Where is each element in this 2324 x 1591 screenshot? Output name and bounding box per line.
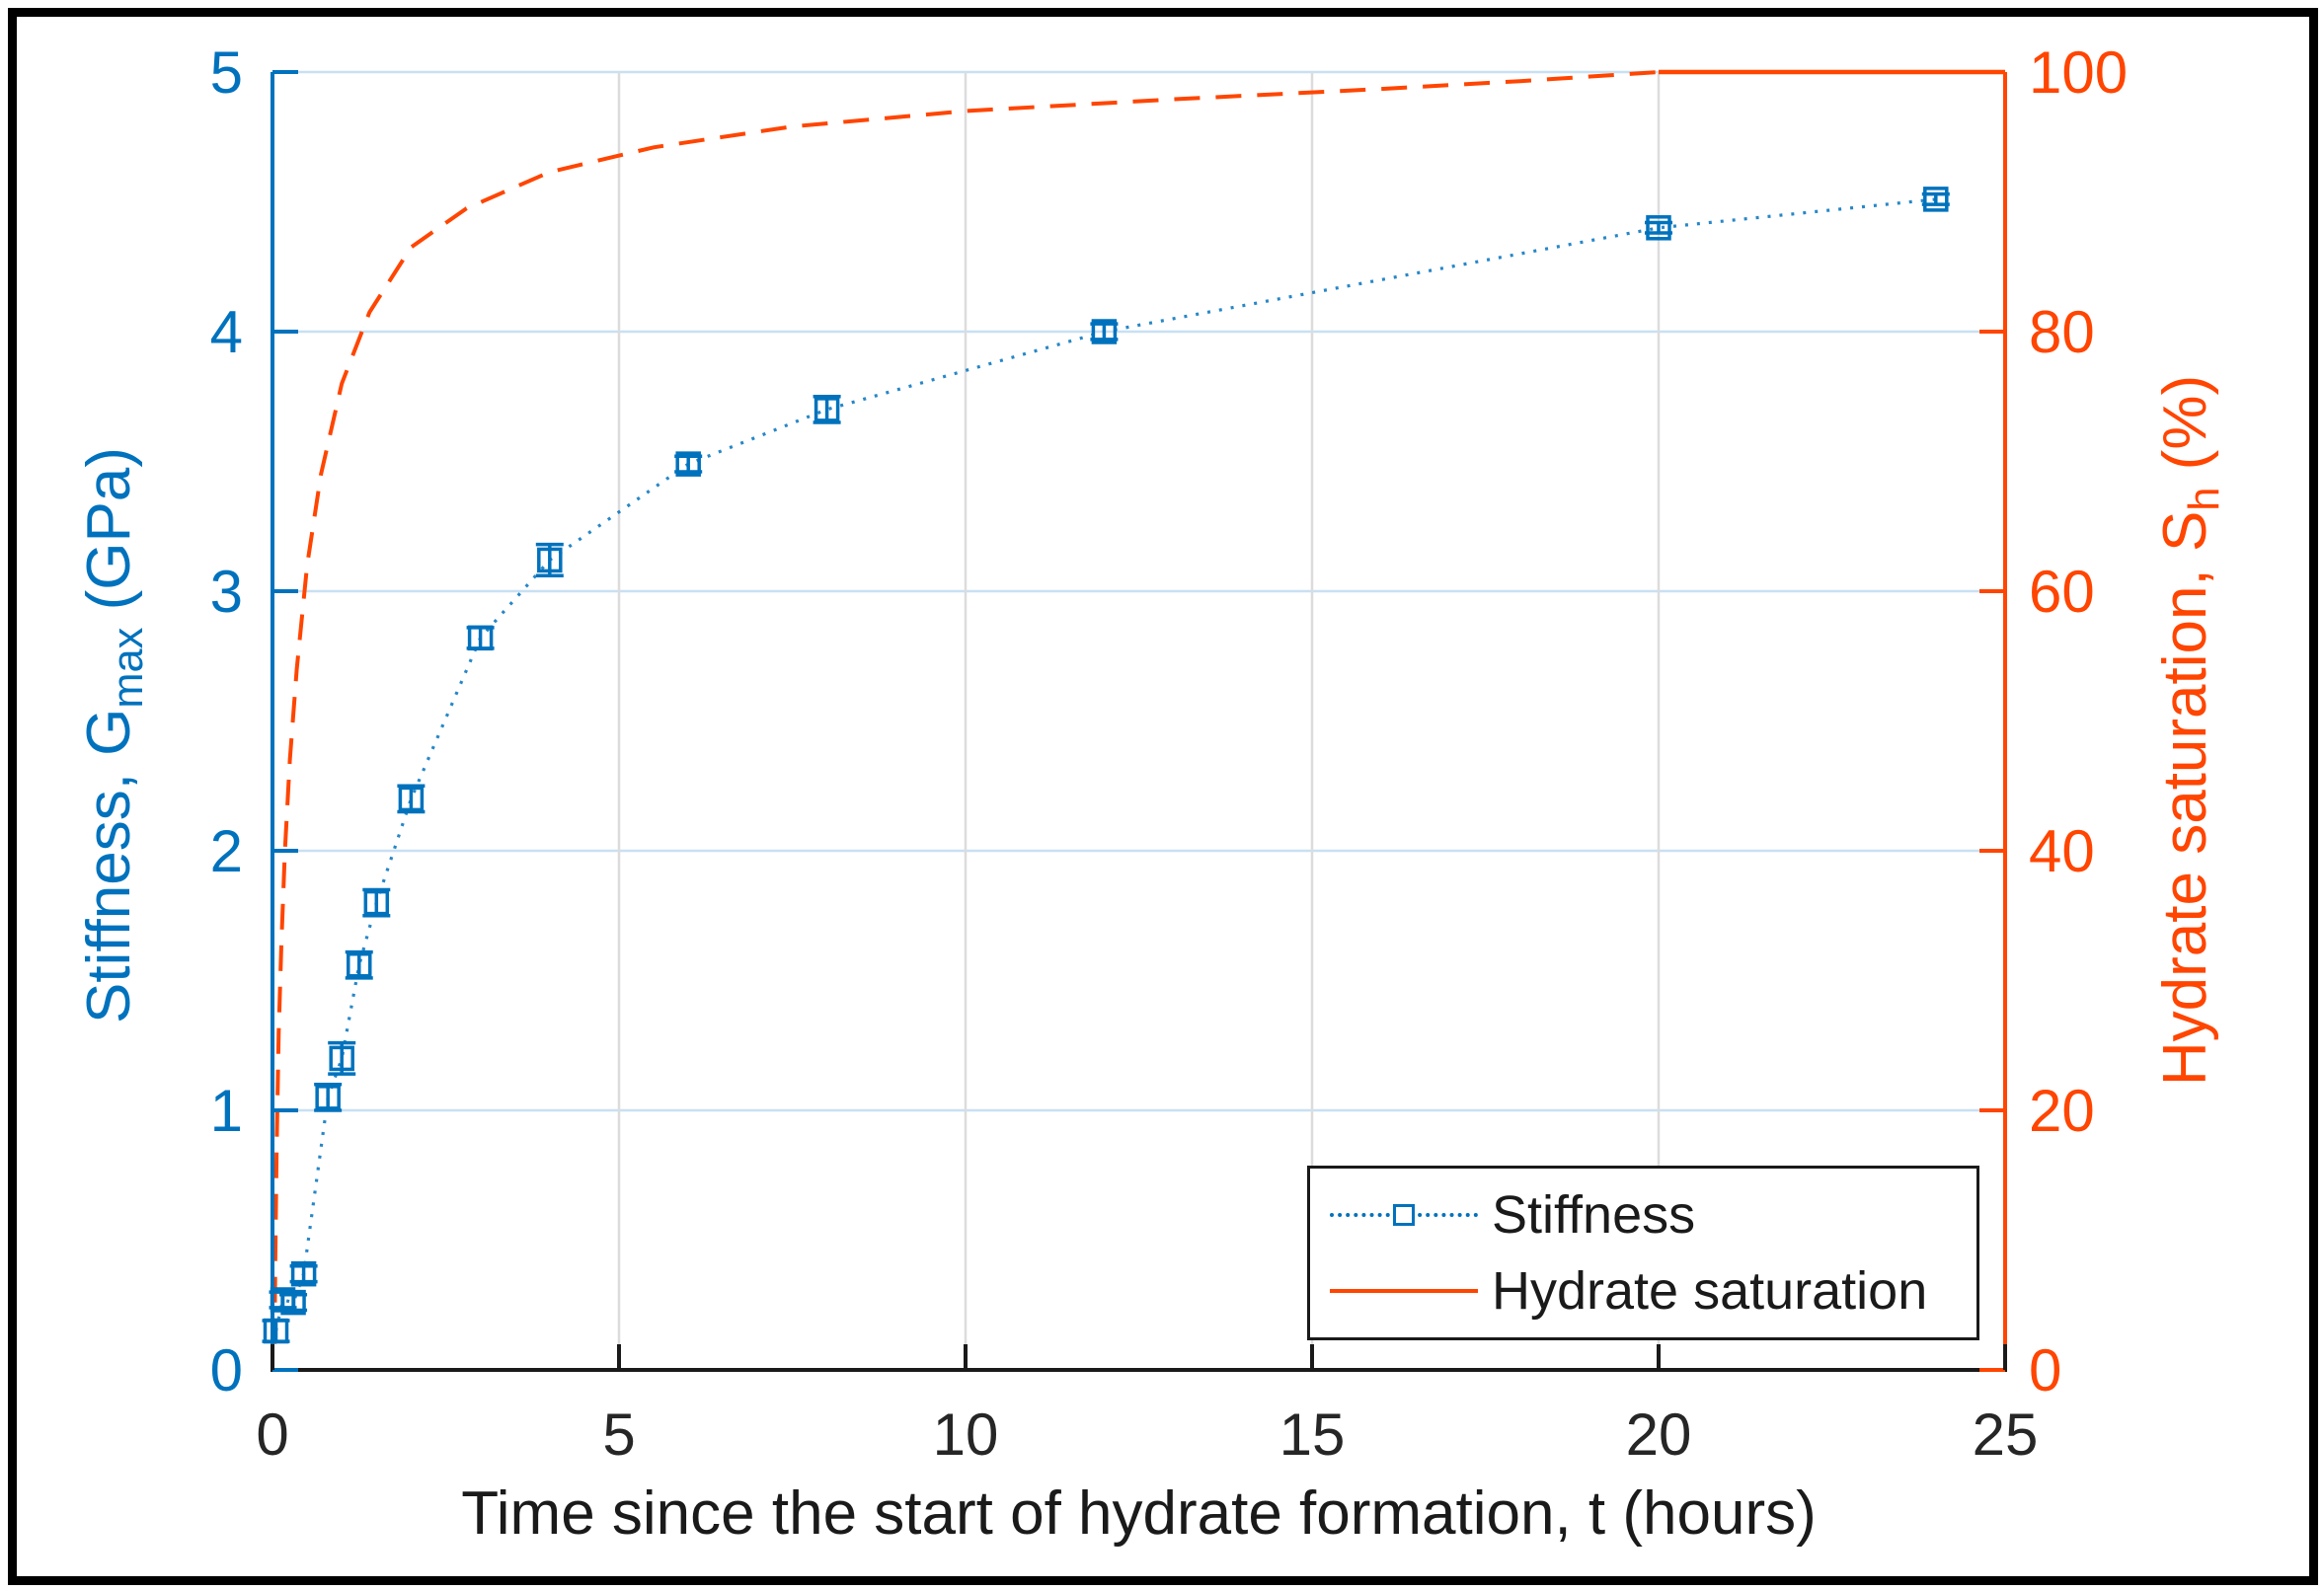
right-tick-label: 80 (2029, 299, 2095, 365)
square-marker (537, 547, 563, 573)
left-tick-label: 2 (210, 818, 243, 884)
left-tick-label: 0 (210, 1337, 243, 1403)
legend-label-hydrate-saturation: Hydrate saturation (1492, 1261, 1928, 1322)
hydrate-legend-sample (1330, 1289, 1478, 1294)
legend-item-stiffness: Stiffness (1330, 1184, 1976, 1246)
y-right-label-subscript: h (2181, 487, 2229, 511)
stiffness-curve (273, 197, 1936, 1331)
tick-labels: 0 1 2 3 4 5 0 20 40 60 80 100 0 5 10 15 20 25 (210, 39, 2128, 1468)
right-tick-label: 60 (2029, 559, 2095, 625)
square-marker (467, 625, 494, 651)
y-right-label-units: (%) (2150, 374, 2219, 488)
legend-item-hydrate-saturation: Hydrate saturation (1330, 1260, 1976, 1322)
square-marker (1646, 215, 1671, 241)
x-axis-label: Time since the start of hydrate formatio… (461, 1479, 1817, 1548)
bottom-tick-label: 10 (933, 1402, 999, 1468)
y-axis-label-right: Hydrate saturation, Sh (%) (2150, 375, 2229, 1086)
hydrate-line-sample (1330, 1289, 1478, 1294)
stiffness-markers (263, 187, 1949, 1344)
hydrate-saturation-curve (272, 69, 2005, 1344)
y-left-label-text: Stiffness, G (74, 708, 143, 1023)
square-marker (315, 1085, 341, 1110)
left-tick-label: 4 (210, 299, 243, 365)
right-tick-label: 40 (2029, 818, 2095, 884)
square-marker (280, 1289, 306, 1316)
bottom-tick-label: 25 (1973, 1402, 2039, 1468)
stiffness-legend-sample (1330, 1203, 1478, 1226)
square-marker (347, 951, 372, 978)
square-marker (1923, 187, 1949, 212)
right-tick-label: 0 (2029, 1337, 2061, 1403)
bottom-tick-label: 15 (1279, 1402, 1346, 1468)
y-left-label-units: (GPa) (74, 447, 143, 628)
stiffness-dotted-line (273, 197, 1936, 1331)
square-marker (263, 1318, 289, 1344)
y-axis-label-left: Stiffness, Gmax (GPa) (74, 447, 153, 1023)
hydrate-dashed-segment (272, 70, 1660, 1344)
right-tick-label: 100 (2029, 39, 2128, 106)
square-marker (363, 889, 390, 916)
legend-label-stiffness: Stiffness (1492, 1184, 1696, 1245)
bottom-tick-label: 20 (1626, 1402, 1692, 1468)
square-marker (290, 1260, 317, 1287)
left-tick-label: 1 (210, 1078, 243, 1144)
right-tick-label: 20 (2029, 1078, 2095, 1144)
bottom-tick-label: 5 (602, 1402, 635, 1468)
legend: Stiffness Hydrate saturation (1307, 1166, 1979, 1340)
left-tick-label: 5 (210, 39, 243, 106)
y-right-label-text: Hydrate saturation, S (2150, 510, 2219, 1087)
square-marker (813, 397, 840, 422)
y-left-label-subscript: max (105, 627, 153, 709)
square-marker (675, 451, 701, 477)
square-marker (329, 1045, 354, 1072)
axes (271, 70, 2007, 1372)
left-tick-label: 3 (210, 559, 243, 625)
square-marker (398, 786, 425, 812)
bottom-tick-label: 0 (256, 1402, 288, 1468)
square-marker-icon (1393, 1203, 1415, 1226)
square-marker (1091, 319, 1118, 344)
